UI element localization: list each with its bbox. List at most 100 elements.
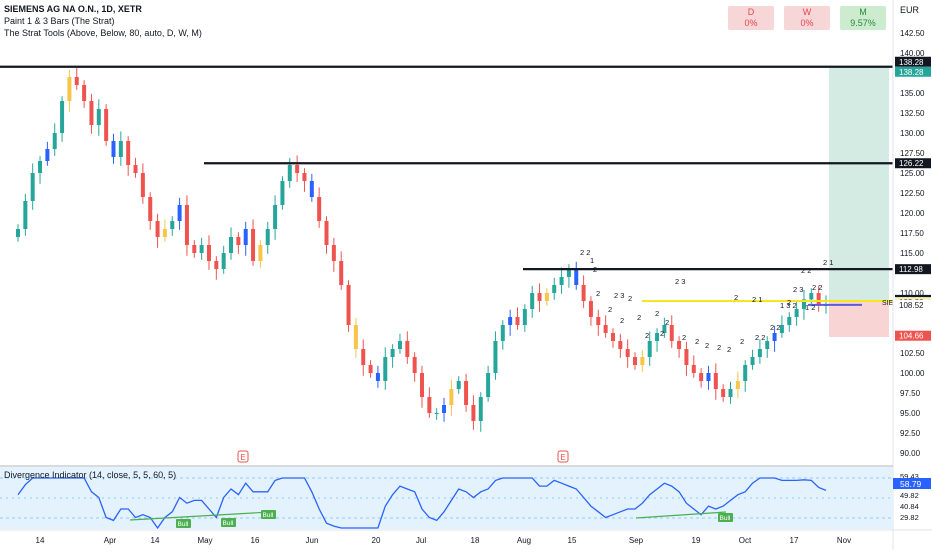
bull-divergence-label: Bull — [261, 510, 276, 519]
bull-divergence-label: Bull — [718, 513, 733, 522]
price-badge: 126.22 — [895, 158, 931, 169]
candle-body — [236, 237, 241, 245]
candle-body — [353, 325, 358, 349]
strat-label: 2 — [740, 337, 744, 346]
strat-label: 2 2 — [801, 266, 811, 275]
candle-body — [133, 165, 138, 173]
tf-box-label: D — [747, 7, 755, 17]
candle-body — [295, 165, 300, 173]
candle-body — [552, 285, 557, 293]
candle-body — [331, 245, 336, 261]
candle-body — [287, 165, 292, 181]
price-tick-label: 92.50 — [900, 429, 921, 438]
indicator-2-title[interactable]: The Strat Tools (Above, Below, 80, auto,… — [4, 28, 202, 38]
candle-body — [162, 229, 167, 237]
time-tick-label: 19 — [692, 536, 701, 545]
candle-body — [662, 325, 667, 333]
candle-body — [273, 205, 278, 229]
strat-label: 2 — [596, 289, 600, 298]
candle-body — [530, 293, 535, 309]
candle-body — [383, 357, 388, 381]
rsi-indicator-title[interactable]: Divergence Indicator (14, close, 5, 5, 6… — [4, 470, 177, 480]
candle-body — [206, 245, 211, 261]
candle-body — [412, 357, 417, 373]
strat-label: 2 — [637, 313, 641, 322]
candle-body — [500, 325, 505, 341]
earnings-marker[interactable]: E — [557, 450, 569, 463]
candle-body — [192, 245, 197, 253]
strat-label: 2 — [645, 331, 649, 340]
candle-body — [442, 405, 447, 413]
strat-label: 2 — [628, 294, 632, 303]
bull-label-text: Bull — [720, 515, 731, 522]
bull-label-text: Bull — [263, 512, 274, 519]
candle-body — [508, 317, 513, 325]
price-tick-label: 110.00 — [900, 289, 924, 298]
candle-body — [170, 221, 175, 229]
long-position-zone[interactable] — [829, 67, 889, 301]
candles-layer — [16, 67, 828, 432]
candle-body — [82, 85, 87, 101]
symbol-title[interactable]: SIEMENS AG NA O.N., 1D, XETR — [4, 4, 142, 14]
time-tick-label: 18 — [471, 536, 480, 545]
strat-label: 2 — [593, 265, 597, 274]
bull-divergence-line — [635, 511, 727, 519]
short-position-zone[interactable] — [829, 301, 889, 337]
strat-label: 1 2 — [805, 303, 815, 312]
candle-body — [324, 221, 329, 245]
strat-label: 2 — [620, 316, 624, 325]
earnings-marker[interactable]: E — [237, 450, 249, 463]
strat-label: 2 — [695, 337, 699, 346]
candle-body — [221, 253, 226, 269]
price-tick-label: 102.50 — [900, 349, 925, 358]
tf-box-label: M — [859, 7, 867, 17]
strat-label: 2 — [660, 329, 664, 338]
candle-body — [251, 229, 256, 261]
candle-body — [361, 349, 366, 365]
strat-label: 1 — [590, 256, 594, 265]
candle-body — [302, 173, 307, 181]
tf-box-label: W — [802, 7, 812, 17]
price-badge-label: 138.28 — [899, 58, 924, 67]
candle-body — [618, 341, 623, 349]
candle-body — [243, 229, 248, 245]
candle-body — [544, 293, 549, 301]
earnings-marker-label: E — [240, 453, 245, 462]
candle-body — [126, 141, 131, 165]
candle-body — [38, 161, 43, 173]
strat-label: 2 — [608, 305, 612, 314]
candle-body — [390, 349, 395, 357]
candle-body — [214, 261, 219, 269]
candle-body — [96, 109, 101, 125]
strat-label: 2 1 — [752, 295, 762, 304]
indicator-1-title[interactable]: Paint 1 & 3 Bars (The Strat) — [4, 16, 115, 26]
candle-body — [309, 181, 314, 197]
bull-divergence-label: Bull — [221, 518, 236, 527]
candle-body — [258, 245, 263, 261]
symbol-marker-label: SIE — [882, 300, 894, 307]
candle-body — [537, 293, 542, 301]
candle-body — [89, 101, 94, 125]
candle-body — [16, 229, 20, 237]
time-tick-label: Jul — [416, 536, 426, 545]
strat-label: 2 2 — [755, 333, 765, 342]
price-tick-label: 120.00 — [900, 209, 925, 218]
price-badge: 104.66 — [895, 330, 931, 341]
time-tick-label: Sep — [629, 536, 644, 545]
candle-body — [177, 205, 182, 221]
candle-body — [52, 133, 57, 149]
bull-labels: Bull Bull Bull Bull — [176, 510, 733, 528]
candle-body — [339, 261, 344, 285]
candle-body — [405, 341, 410, 357]
bull-divergence-label: Bull — [176, 519, 191, 528]
candle-body — [721, 389, 726, 397]
bull-label-text: Bull — [178, 521, 189, 528]
time-tick-label: Nov — [837, 536, 851, 545]
candle-body — [809, 293, 814, 300]
strat-label: 2 2 — [580, 248, 590, 257]
candle-body — [787, 317, 792, 325]
price-badge-label: 126.22 — [899, 159, 924, 168]
candle-body — [816, 293, 821, 305]
